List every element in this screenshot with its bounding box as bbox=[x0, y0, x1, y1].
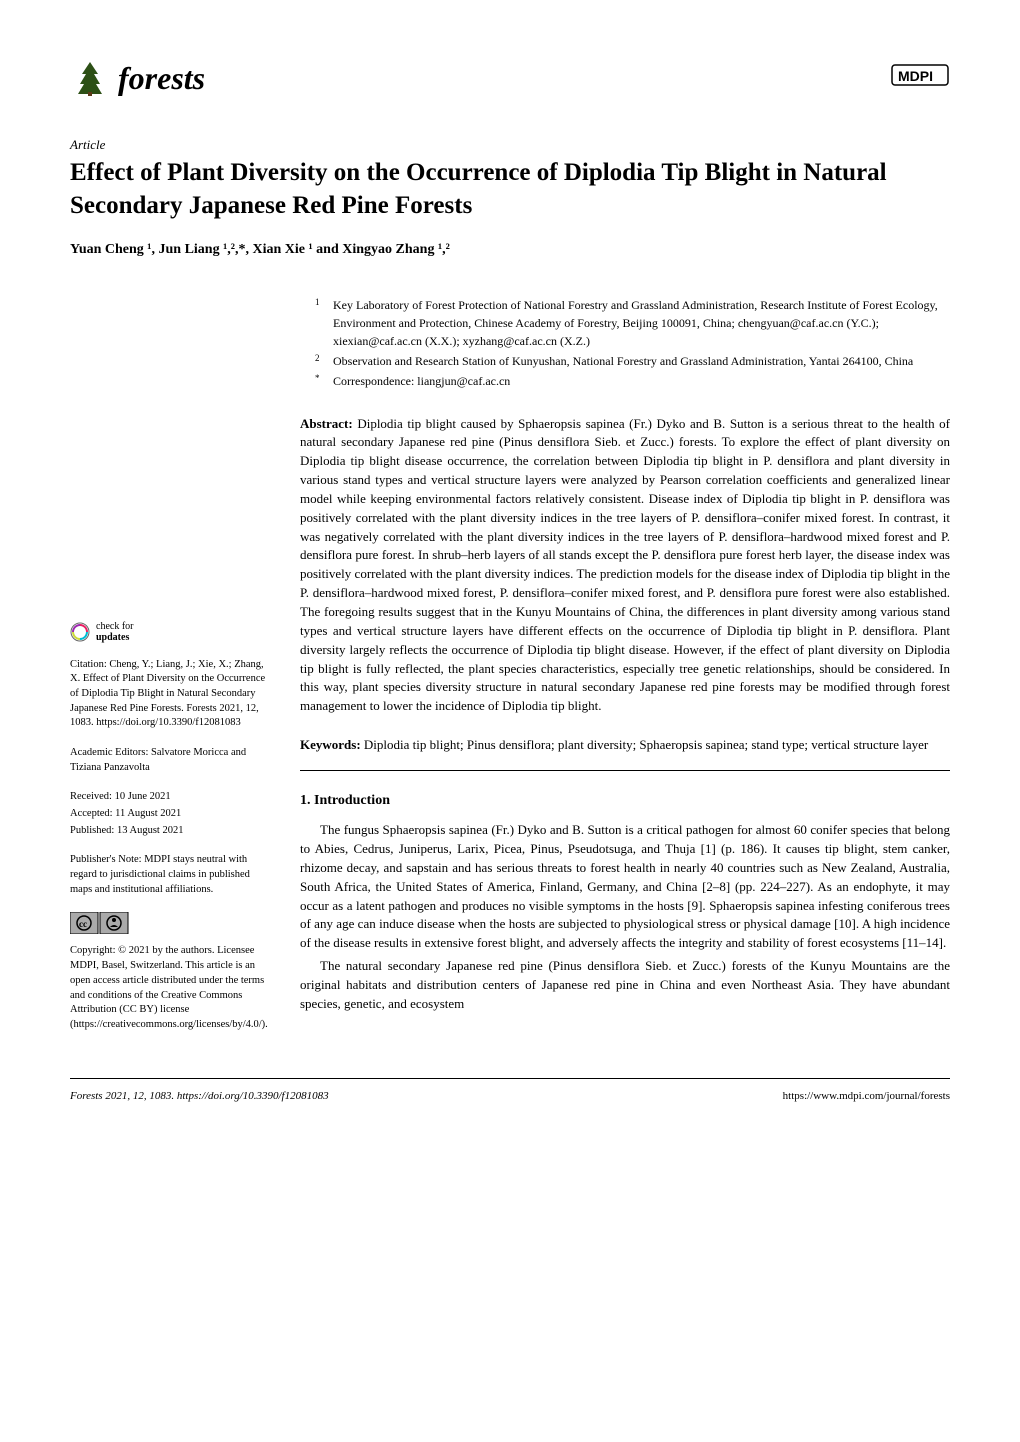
forests-tree-icon bbox=[70, 58, 110, 98]
authors: Yuan Cheng ¹, Jun Liang ¹,²,*, Xian Xie … bbox=[70, 240, 950, 260]
accepted-date: Accepted: 11 August 2021 bbox=[70, 807, 270, 822]
journal-logo: forests bbox=[70, 55, 205, 101]
abstract: Abstract: Diplodia tip blight caused by … bbox=[300, 415, 950, 717]
citation-block: Citation: Cheng, Y.; Liang, J.; Xie, X.;… bbox=[70, 658, 270, 731]
check-updates-line2: updates bbox=[96, 632, 133, 643]
intro-paragraph: The natural secondary Japanese red pine … bbox=[300, 957, 950, 1014]
abstract-text: Diplodia tip blight caused by Sphaeropsi… bbox=[300, 416, 950, 714]
footer-left: Forests 2021, 12, 1083. https://doi.org/… bbox=[70, 1089, 329, 1105]
aff-text: Key Laboratory of Forest Protection of N… bbox=[333, 296, 950, 350]
svg-text:cc: cc bbox=[79, 919, 87, 929]
section-heading: 1. Introduction bbox=[300, 791, 950, 811]
main-column: 1 Key Laboratory of Forest Protection of… bbox=[300, 296, 950, 1048]
cc-license-badge: cc bbox=[70, 912, 270, 934]
divider bbox=[300, 770, 950, 771]
keywords: Keywords: Diplodia tip blight; Pinus den… bbox=[300, 736, 950, 755]
article-type: Article bbox=[70, 136, 950, 155]
aff-num: * bbox=[315, 372, 323, 390]
publisher-note-block: Publisher's Note: MDPI stays neutral wit… bbox=[70, 853, 270, 897]
keywords-label: Keywords: bbox=[300, 737, 361, 752]
check-updates-line1: check for bbox=[96, 621, 133, 632]
article-title: Effect of Plant Diversity on the Occurre… bbox=[70, 157, 950, 222]
abstract-label: Abstract: bbox=[300, 416, 353, 431]
affiliations: 1 Key Laboratory of Forest Protection of… bbox=[300, 296, 950, 390]
aff-num: 1 bbox=[315, 296, 323, 350]
copyright-text: Copyright: © 2021 by the authors. Licens… bbox=[70, 944, 270, 1032]
received-date: Received: 10 June 2021 bbox=[70, 790, 270, 805]
svg-text:MDPI: MDPI bbox=[898, 68, 933, 84]
journal-name: forests bbox=[118, 55, 205, 101]
intro-paragraph: The fungus Sphaeropsis sapinea (Fr.) Dyk… bbox=[300, 821, 950, 953]
footer: Forests 2021, 12, 1083. https://doi.org/… bbox=[70, 1078, 950, 1105]
footer-right: https://www.mdpi.com/journal/forests bbox=[783, 1089, 950, 1105]
copyright-block: Copyright: © 2021 by the authors. Licens… bbox=[70, 944, 270, 1032]
editors-block: Academic Editors: Salvatore Moricca and … bbox=[70, 746, 270, 775]
mdpi-logo: MDPI bbox=[890, 63, 950, 94]
editors-text: Academic Editors: Salvatore Moricca and … bbox=[70, 746, 270, 775]
published-date: Published: 13 August 2021 bbox=[70, 824, 270, 839]
check-updates-icon bbox=[70, 622, 90, 642]
citation-text: Citation: Cheng, Y.; Liang, J.; Xie, X.;… bbox=[70, 658, 270, 731]
keywords-text: Diplodia tip blight; Pinus densiflora; p… bbox=[364, 737, 928, 752]
sidebar: check for updates Citation: Cheng, Y.; L… bbox=[70, 296, 270, 1048]
header: forests MDPI bbox=[70, 55, 950, 101]
dates-block: Received: 10 June 2021 Accepted: 11 Augu… bbox=[70, 790, 270, 838]
aff-text: Observation and Research Station of Kuny… bbox=[333, 352, 913, 370]
aff-text: Correspondence: liangjun@caf.ac.cn bbox=[333, 372, 510, 390]
aff-num: 2 bbox=[315, 352, 323, 370]
check-updates-badge[interactable]: check for updates bbox=[70, 621, 270, 643]
publisher-note-text: Publisher's Note: MDPI stays neutral wit… bbox=[70, 853, 270, 897]
